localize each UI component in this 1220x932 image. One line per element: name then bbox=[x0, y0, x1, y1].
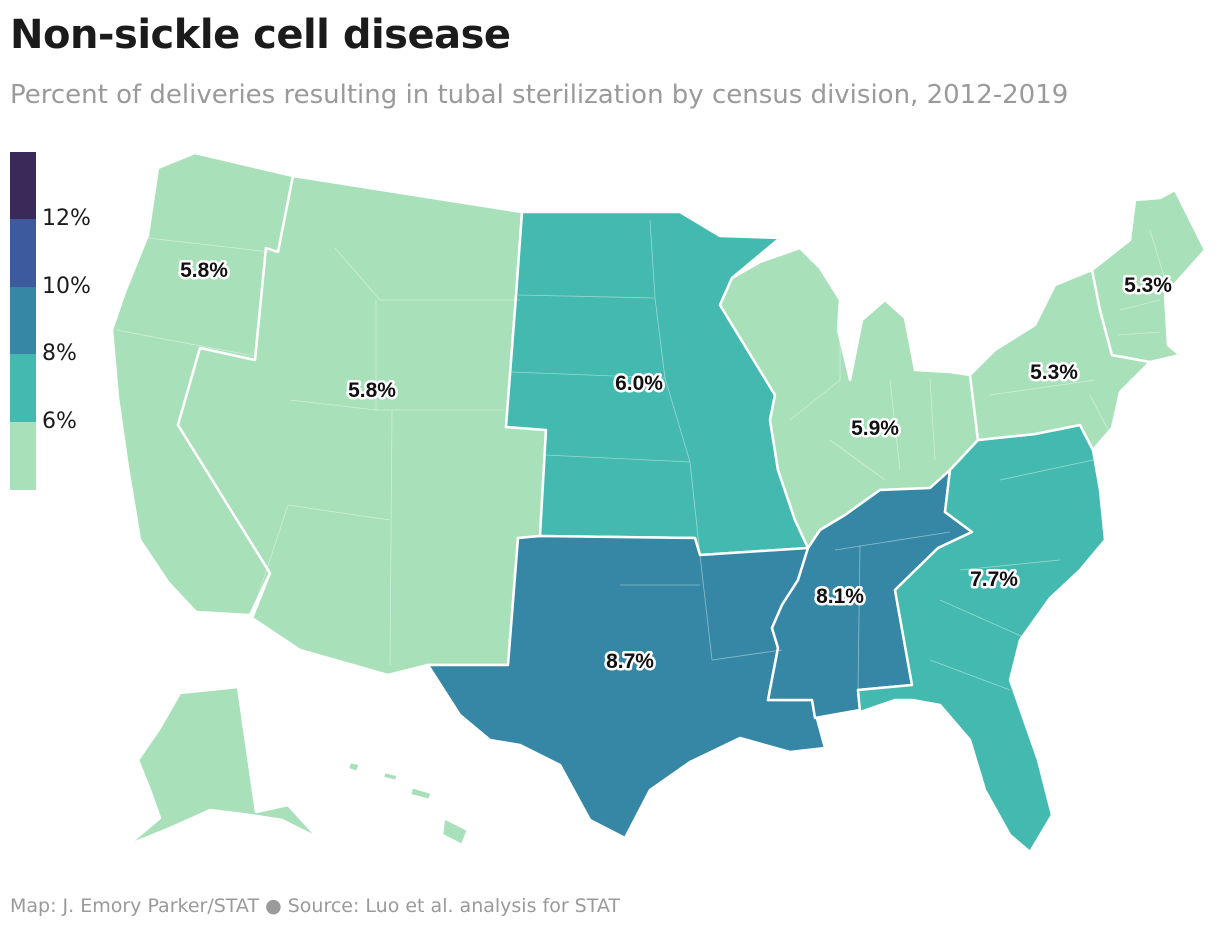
legend-swatch-6-8 bbox=[10, 354, 36, 422]
region-label-west-south-central: 8.7% bbox=[606, 650, 654, 673]
region-new-england bbox=[1090, 188, 1207, 364]
region-label-west-north-central: 6.0% bbox=[615, 372, 663, 395]
chart-title: Non-sickle cell disease bbox=[10, 12, 511, 58]
state-outlines bbox=[115, 219, 1169, 691]
region-label-east-south-central: 8.1% bbox=[816, 585, 864, 608]
source-credit: Map: J. Emory Parker/STAT ● Source: Luo … bbox=[10, 895, 621, 917]
region-label-pacific: 5.8% bbox=[180, 259, 228, 282]
legend-tick-12: 12% bbox=[42, 206, 91, 231]
chart-subtitle: Percent of deliveries resulting in tubal… bbox=[10, 80, 1069, 110]
legend-swatch-8-10 bbox=[10, 287, 36, 354]
color-legend: 12% 10% 8% 6% bbox=[10, 152, 110, 492]
legend-swatch-above-12 bbox=[10, 152, 36, 219]
legend-swatch-below-6 bbox=[10, 422, 36, 490]
region-pacific-hawaii bbox=[346, 760, 470, 847]
region-label-new-england: 5.3% bbox=[1124, 274, 1172, 297]
region-label-south-atlantic: 7.7% bbox=[970, 568, 1018, 591]
legend-tick-6: 6% bbox=[42, 409, 77, 434]
region-label-mountain: 5.8% bbox=[348, 379, 396, 402]
legend-swatch-10-12 bbox=[10, 219, 36, 287]
region-label-middle-atlantic: 5.3% bbox=[1030, 361, 1078, 384]
legend-tick-10: 10% bbox=[42, 274, 91, 299]
legend-tick-8: 8% bbox=[42, 341, 77, 366]
region-pacific-alaska bbox=[126, 685, 320, 847]
region-south-atlantic bbox=[856, 423, 1107, 854]
region-label-east-north-central: 5.9% bbox=[851, 417, 899, 440]
